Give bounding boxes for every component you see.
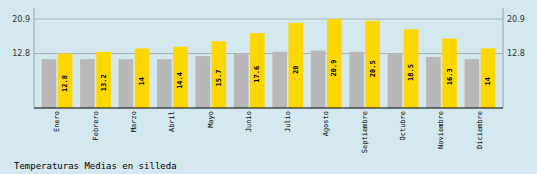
title: Temperaturas Medias en silleda: [14, 161, 177, 171]
bar: [404, 29, 419, 108]
data-label: 16.3: [446, 68, 454, 85]
bar: [388, 54, 403, 108]
bar: [135, 48, 150, 108]
x-tick-label: Junio: [245, 111, 253, 132]
bar: [288, 23, 303, 108]
data-label: 12.8: [61, 75, 69, 92]
y2-tick-label: 12.8: [507, 49, 525, 58]
bar: [157, 59, 172, 108]
bar: [481, 48, 496, 108]
bar: [426, 57, 441, 108]
background: [0, 0, 537, 174]
y2-axis-line: [503, 8, 504, 108]
bar: [195, 56, 210, 108]
bar: [173, 47, 188, 108]
bar: [365, 21, 380, 108]
data-label: 14: [484, 77, 492, 85]
x-tick-label: Enero: [53, 111, 61, 132]
bars: [42, 19, 496, 108]
x-tick-label: Febrero: [92, 111, 100, 141]
x-tick-label: Julio: [284, 111, 292, 132]
x-tick-label: Septiembre: [361, 111, 369, 153]
data-label: 14: [138, 77, 146, 85]
bar: [311, 51, 326, 108]
data-label: 20.9: [330, 60, 338, 77]
bar: [80, 59, 95, 108]
x-tick-label: Marzo: [130, 111, 138, 132]
bar: [250, 33, 265, 108]
x-tick-label: Mayo: [207, 111, 215, 128]
x-axis-line: [34, 107, 503, 108]
bar: [58, 54, 73, 108]
bar: [442, 39, 457, 108]
y-axis-line: [34, 8, 35, 108]
y-tick-label: 12.8: [12, 49, 30, 58]
grid-line: [34, 19, 503, 20]
bar: [96, 52, 111, 108]
data-label: 14.4: [176, 72, 184, 89]
chart-container: 12.8 13.2 14 14.4 15.7 17.6 20 20.9 20.5 18.5 16.3…: [0, 0, 537, 174]
data-label: 13.2: [100, 74, 108, 91]
y-tick-label: 20.9: [12, 15, 30, 24]
bar: [119, 59, 134, 108]
x-tick-label: Agosto: [322, 111, 330, 136]
data-labels: 12.8 13.2 14 14.4 15.7 17.6 20 20.9 20.5 18.5 16.3…: [61, 60, 492, 92]
chart-svg: 12.8 13.2 14 14.4 15.7 17.6 20 20.9 20.5 18.5 16.3…: [0, 0, 537, 174]
bar: [42, 59, 57, 108]
bar: [234, 54, 249, 108]
bar: [212, 41, 227, 108]
data-label: 20: [292, 65, 300, 73]
data-label: 20.5: [369, 60, 377, 77]
x-tick-label: Diciembre: [476, 111, 484, 149]
x-tick-label: Abril: [168, 111, 176, 132]
y2-tick-label: 20.9: [507, 15, 525, 24]
data-label: 15.7: [215, 70, 223, 87]
bar: [465, 59, 480, 108]
bar: [272, 52, 287, 108]
bar: [349, 52, 364, 108]
x-tick-label: Octubre: [399, 111, 407, 141]
data-label: 18.5: [407, 64, 415, 81]
x-tick-label: Noviembre: [437, 111, 445, 149]
data-label: 17.6: [253, 66, 261, 83]
bar: [327, 19, 342, 108]
